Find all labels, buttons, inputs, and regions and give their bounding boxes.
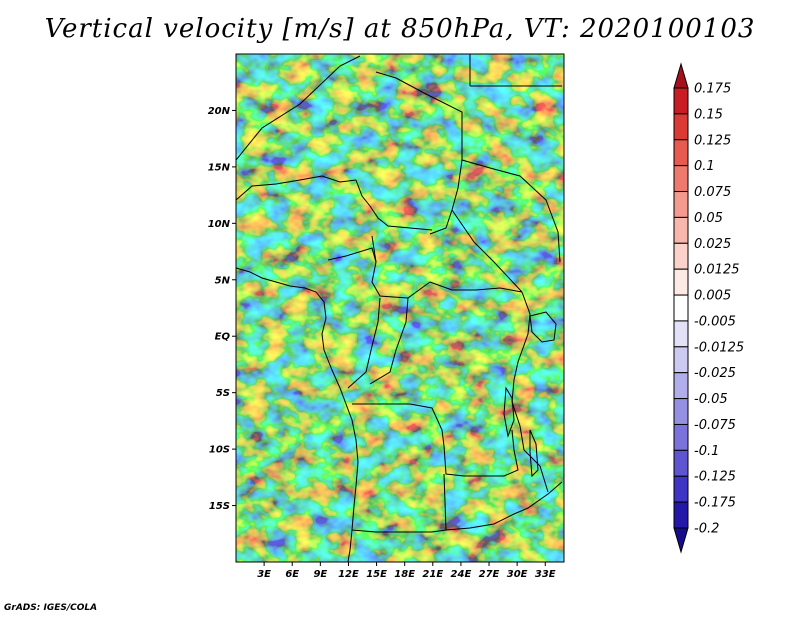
country-borders (236, 54, 563, 562)
colorbar-label: -0.125 (694, 470, 736, 485)
colorbar-label: 0.075 (694, 185, 731, 200)
lat-tick-label: 15S (209, 501, 230, 512)
colorbar-segment (673, 449, 689, 477)
colorbar-label: 0.025 (694, 237, 731, 252)
lon-tick-label: 24E (451, 569, 472, 580)
lon-tick-label: 18E (394, 569, 415, 580)
colorbar-label: -0.005 (694, 314, 736, 329)
colorbar-label: -0.0125 (694, 340, 744, 355)
colorbar-label: 0.125 (694, 133, 731, 148)
border-line (352, 403, 480, 477)
colorbar-segment (673, 372, 689, 400)
lon-tick-label: 33E (535, 569, 556, 580)
border-line (327, 247, 377, 263)
coastline (236, 267, 359, 562)
colorbar-label: -0.025 (694, 366, 736, 381)
lat-tick-label: 5S (216, 388, 230, 399)
colorbar-label: -0.05 (694, 392, 728, 407)
border-line (351, 481, 563, 533)
border-line (443, 473, 447, 531)
colorbar-segment (673, 216, 689, 244)
colorbar-segment (673, 87, 689, 115)
grads-credit: GrADS: IGES/COLA (4, 603, 98, 613)
lon-tick-label: 12E (338, 569, 359, 580)
lat-tick-label: 10N (208, 219, 231, 230)
lat-tick-label: EQ (215, 332, 231, 343)
colorbar-segment (673, 139, 689, 167)
lon-tick-label: 30E (507, 569, 528, 580)
colorbar-label: 0.1 (694, 159, 715, 174)
border-line (461, 159, 561, 263)
map-title: Vertical velocity [m/s] at 850hPa, VT: 2… (44, 14, 756, 44)
lake-outline (529, 311, 557, 343)
colorbar-segment (673, 113, 689, 141)
colorbar-segment (673, 346, 689, 374)
border-line (369, 297, 409, 385)
lon-tick-label: 9E (313, 569, 327, 580)
colorbar-segment (673, 320, 689, 348)
colorbar-segment (673, 242, 689, 270)
lat-tick-label: 10S (209, 445, 230, 456)
lon-tick-label: 21E (422, 569, 443, 580)
vertical-velocity-field (236, 54, 564, 562)
lon-tick-label: 6E (285, 569, 299, 580)
colorbar-label: 0.0125 (694, 263, 740, 278)
colorbar-segment (673, 501, 689, 529)
border-line (236, 175, 357, 201)
colorbar-label: -0.175 (694, 496, 736, 511)
border-line (355, 179, 433, 231)
colorbar-segment (673, 423, 689, 451)
map-frame (235, 53, 565, 563)
colorbar-label: 0.005 (694, 289, 731, 304)
border-line (347, 297, 381, 389)
colorbar-max-arrow (673, 62, 689, 89)
border-line (523, 449, 549, 493)
colorbar-label: -0.1 (694, 444, 719, 459)
colorbar-min-arrow (673, 527, 689, 554)
border-line (371, 235, 523, 299)
colorbar-label: -0.075 (694, 418, 736, 433)
lon-tick-label: 15E (366, 569, 387, 580)
border-line (236, 55, 361, 161)
border-line (451, 209, 523, 293)
latitude-axis: 20N 15N 10N 5N EQ 5S 10S 15S (208, 106, 236, 512)
border-line (480, 429, 519, 477)
lat-tick-label: 20N (208, 106, 231, 117)
lake-outline (529, 429, 539, 478)
colorbar-segment (673, 475, 689, 503)
longitude-axis: 3E 6E 9E 12E 15E 18E 21E 24E 27E 30E 33E (257, 562, 556, 580)
lat-tick-label: 5N (215, 275, 231, 286)
colorbar-segment (673, 191, 689, 218)
colorbar-label: -0.2 (694, 522, 719, 537)
colorbar-label: 0.15 (694, 107, 723, 122)
lon-tick-label: 3E (257, 569, 271, 580)
colorbar-label: 0.175 (694, 82, 731, 97)
lake-outline (503, 386, 515, 438)
colorbar-segment (673, 165, 689, 193)
lat-tick-label: 15N (208, 162, 231, 173)
lon-tick-label: 27E (479, 569, 500, 580)
colorbar: 0.175 0.15 0.125 0.1 0.075 0.05 0.025 0.0125 0.0… (673, 62, 744, 554)
colorbar-segment (673, 294, 689, 322)
border-line (375, 71, 463, 160)
colorbar-segment (673, 398, 689, 425)
colorbar-segment (673, 268, 689, 296)
colorbar-label: 0.05 (694, 211, 723, 226)
